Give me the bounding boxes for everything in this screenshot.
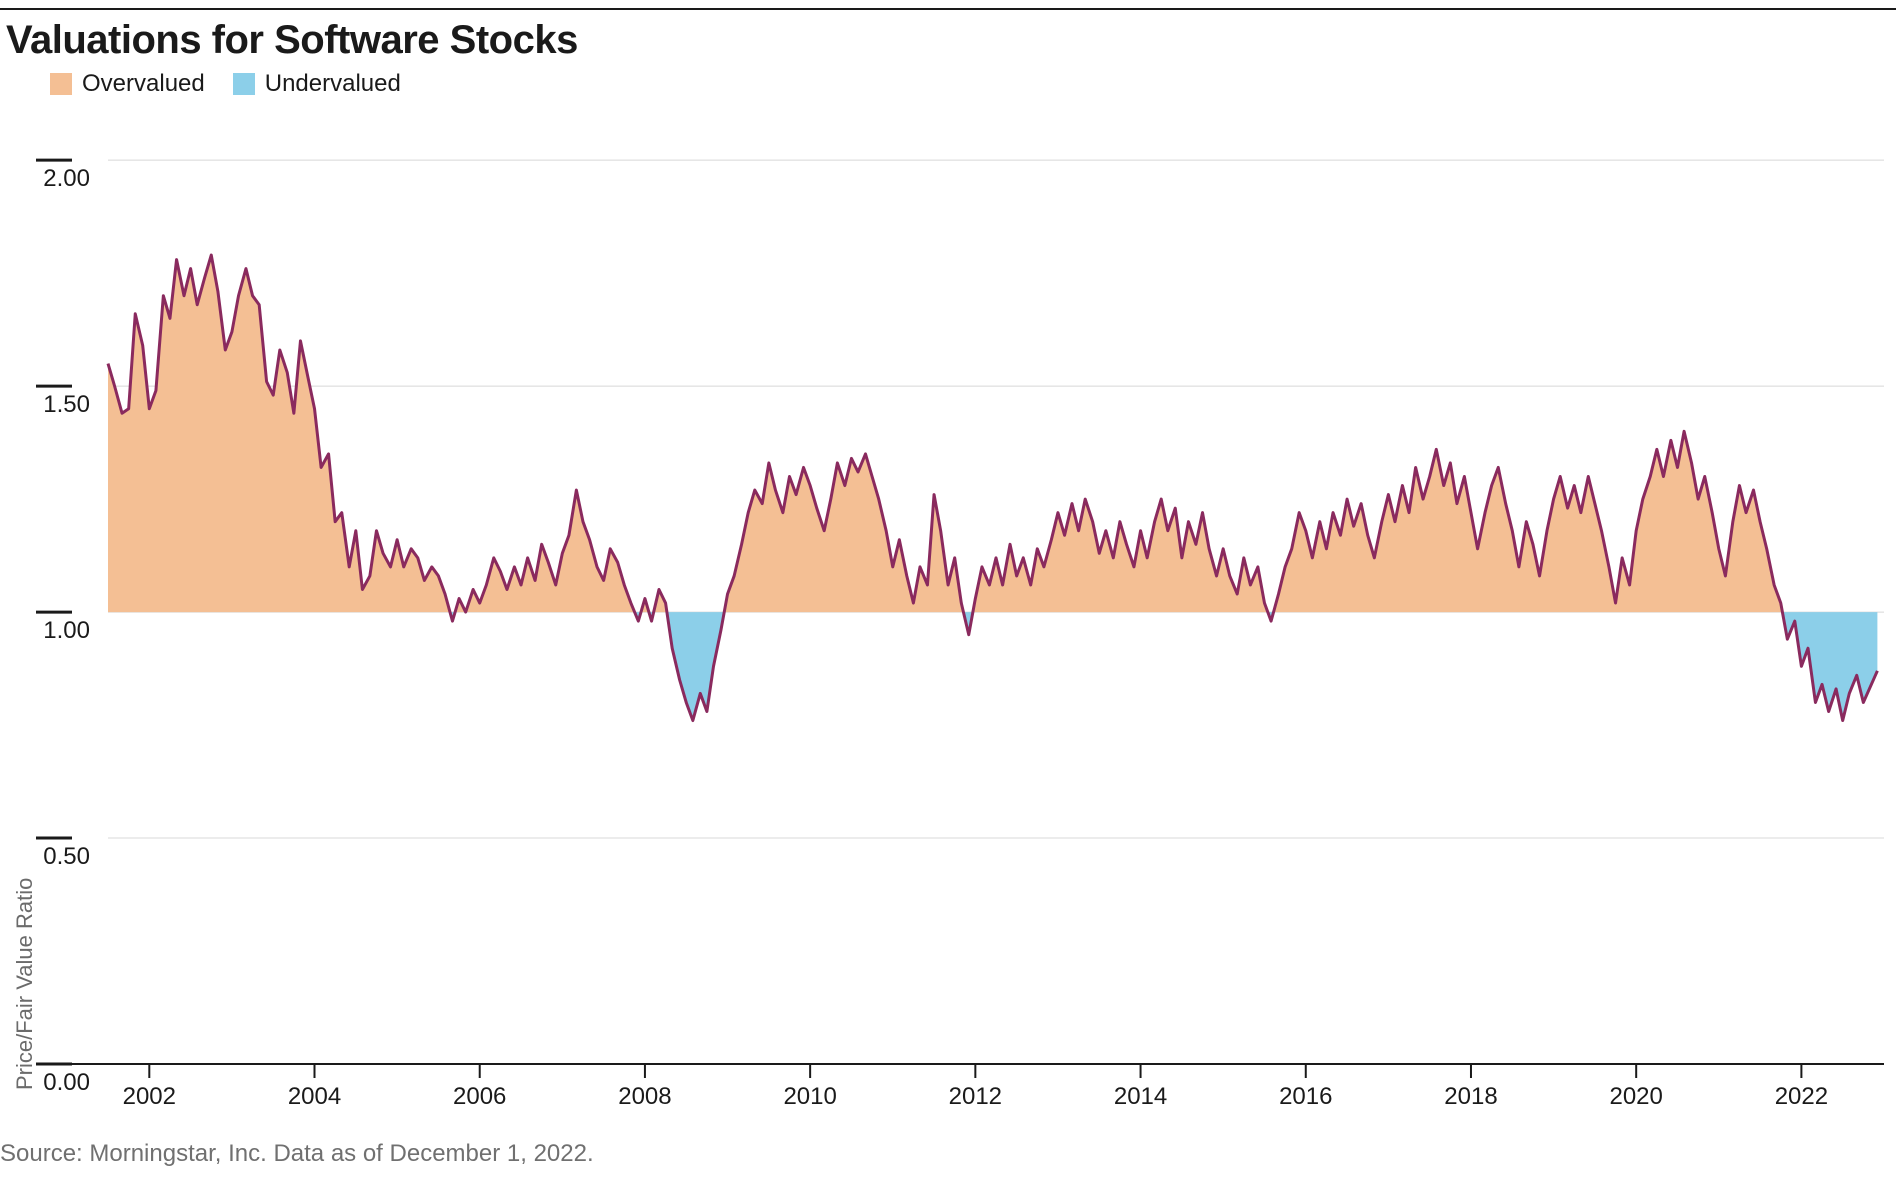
svg-text:2006: 2006 xyxy=(453,1083,506,1110)
area-overvalued xyxy=(108,255,450,612)
chart-title: Valuations for Software Stocks xyxy=(6,18,578,63)
svg-text:2012: 2012 xyxy=(949,1083,1002,1110)
source-line: Source: Morningstar, Inc. Data as of Dec… xyxy=(0,1140,594,1168)
swatch-undervalued xyxy=(233,73,255,95)
svg-text:2.00: 2.00 xyxy=(43,165,90,192)
svg-text:2010: 2010 xyxy=(783,1083,836,1110)
legend-label-overvalued: Overvalued xyxy=(82,70,205,98)
swatch-overvalued xyxy=(50,73,72,95)
legend-item-undervalued: Undervalued xyxy=(233,70,401,98)
svg-text:2014: 2014 xyxy=(1114,1083,1167,1110)
svg-text:2022: 2022 xyxy=(1775,1083,1828,1110)
chart-area: 0.00 0.50 1.00 1.50 2.00 2002 2004 2006 2008 2010… xyxy=(0,112,1896,1112)
top-rule xyxy=(0,8,1896,10)
y-axis-title: Price/Fair Value Ratio xyxy=(12,878,38,1090)
area-overvalued xyxy=(724,454,963,612)
area-overvalued xyxy=(1274,431,1783,612)
svg-text:2020: 2020 xyxy=(1609,1083,1662,1110)
svg-text:2002: 2002 xyxy=(123,1083,176,1110)
svg-text:0.50: 0.50 xyxy=(43,843,90,870)
valuation-series-line xyxy=(108,255,1877,720)
svg-text:2018: 2018 xyxy=(1444,1083,1497,1110)
legend: Overvalued Undervalued xyxy=(50,70,401,98)
legend-item-overvalued: Overvalued xyxy=(50,70,205,98)
svg-text:0.00: 0.00 xyxy=(43,1069,90,1096)
legend-label-undervalued: Undervalued xyxy=(265,70,401,98)
svg-text:2004: 2004 xyxy=(288,1083,341,1110)
svg-text:1.50: 1.50 xyxy=(43,391,90,418)
svg-text:2008: 2008 xyxy=(618,1083,671,1110)
chart-svg: 0.00 0.50 1.00 1.50 2.00 2002 2004 2006 2008 2010… xyxy=(0,112,1896,1112)
svg-text:1.00: 1.00 xyxy=(43,617,90,644)
svg-text:2016: 2016 xyxy=(1279,1083,1332,1110)
